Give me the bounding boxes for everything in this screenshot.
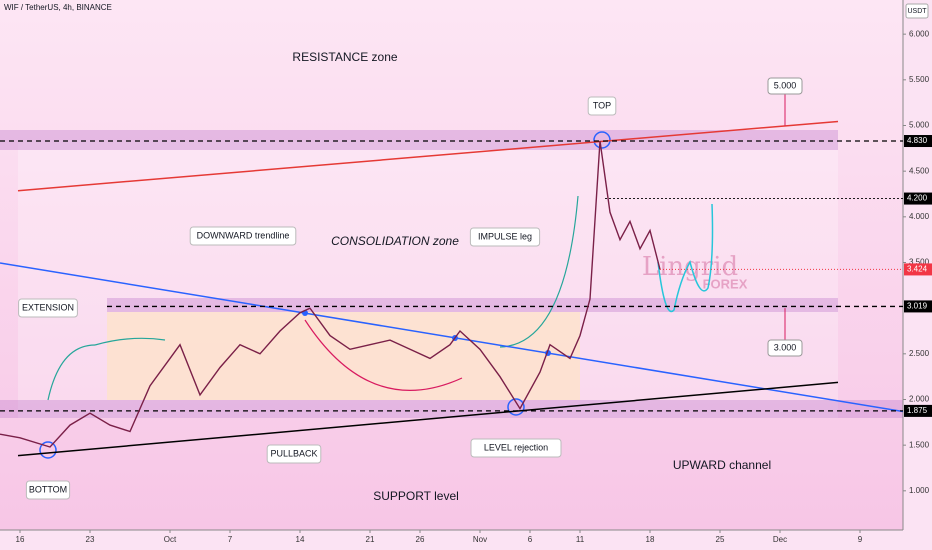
- unit-box: [905, 3, 929, 19]
- x-tick-label: 25: [716, 535, 725, 544]
- annotation-box: [25, 480, 71, 500]
- y-tick-label: 4.500: [909, 166, 930, 175]
- annotation-box: [470, 438, 562, 458]
- annotation: PULLBACK: [270, 448, 317, 458]
- trendline: [17, 120, 839, 192]
- annotation: BOTTOM: [29, 484, 67, 494]
- y-tick-label: 1.500: [909, 440, 930, 449]
- x-tick-label: 21: [366, 535, 375, 544]
- level-label: 4.830: [907, 136, 928, 145]
- last-price-box: [904, 263, 932, 276]
- x-tick-label: 7: [228, 535, 233, 544]
- callout-box: [767, 339, 803, 357]
- annotation: UPWARD channel: [673, 458, 771, 472]
- arrow: [499, 195, 579, 348]
- x-tick-label: 18: [646, 535, 655, 544]
- annotation: DOWNWARD trendline: [197, 230, 290, 240]
- annotation: EXTENSION: [22, 302, 74, 312]
- marker-circle: [39, 441, 57, 459]
- chart-title: WIF / TetherUS, 4h, BINANCE: [4, 3, 112, 12]
- x-tick-label: 26: [416, 535, 425, 544]
- resistance-band: [0, 130, 838, 150]
- annotation: TOP: [593, 100, 611, 110]
- x-tick-label: 16: [16, 535, 25, 544]
- annotation-box: [18, 298, 78, 318]
- annotation-box: [189, 226, 297, 246]
- callout-label: 3.000: [774, 342, 797, 352]
- x-tick-label: Dec: [773, 535, 787, 544]
- level-label-box: [904, 192, 932, 205]
- mid-band: [107, 298, 838, 312]
- y-tick-label: 1.000: [909, 486, 930, 495]
- x-tick-label: Oct: [164, 535, 177, 544]
- arrow: [47, 344, 96, 401]
- x-tick-label: 14: [296, 535, 305, 544]
- projection: [657, 203, 714, 313]
- callout-box: [767, 77, 803, 95]
- level-label-box: [904, 300, 932, 313]
- x-tick-label: 9: [858, 535, 863, 544]
- trendline: [0, 262, 904, 413]
- marker-circle: [507, 398, 525, 416]
- x-tick-label: 6: [528, 535, 533, 544]
- level-label: 1.875: [907, 406, 928, 415]
- level-label-box: [904, 135, 932, 148]
- level-label: 4.200: [907, 194, 928, 203]
- last-price-label: 3.424: [907, 265, 928, 274]
- y-tick-label: 5.000: [909, 121, 930, 130]
- price-line: [0, 140, 661, 448]
- annotation: IMPULSE leg: [478, 231, 532, 241]
- y-tick-label: 5.500: [909, 75, 930, 84]
- y-tick-label: 2.500: [909, 349, 930, 358]
- annotation: LEVEL rejection: [484, 442, 548, 452]
- level-label-box: [904, 404, 932, 417]
- support-band: [0, 400, 903, 418]
- arrow: [94, 337, 166, 346]
- annotation-box: [587, 96, 617, 116]
- annotation: CONSOLIDATION zone: [331, 234, 459, 248]
- arrow: [304, 319, 463, 391]
- x-tick-label: 23: [86, 535, 95, 544]
- x-tick-label: 11: [576, 535, 585, 544]
- x-tick-label: Nov: [473, 535, 487, 544]
- annotation-box: [469, 227, 541, 247]
- trendline: [17, 381, 839, 457]
- annotation: RESISTANCE zone: [292, 50, 397, 64]
- y-tick-label: 4.000: [909, 212, 930, 221]
- consolidation-box: [107, 312, 580, 400]
- y-unit: USDT: [907, 8, 927, 15]
- callout-label: 5.000: [774, 80, 797, 90]
- level-label: 3.019: [907, 302, 928, 311]
- annotation: SUPPORT level: [373, 489, 459, 503]
- plot-area: [0, 0, 903, 530]
- y-tick-label: 2.000: [909, 395, 930, 404]
- y-tick-label: 3.500: [909, 258, 930, 267]
- y-tick-label: 6.000: [909, 29, 930, 38]
- annotation-box: [266, 444, 322, 464]
- watermark: FOREX: [703, 276, 748, 291]
